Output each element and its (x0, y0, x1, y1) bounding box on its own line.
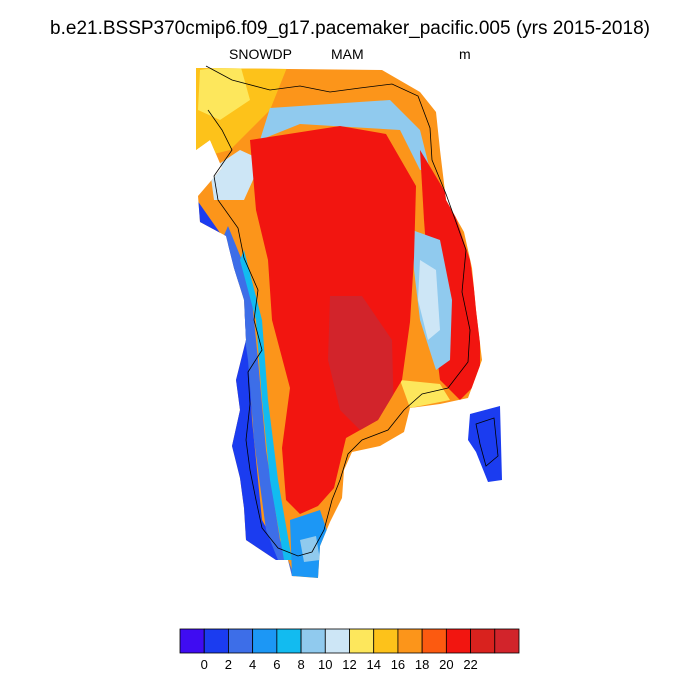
colorbar-tick-label: 20 (439, 657, 453, 672)
colorbar-tick-label: 4 (249, 657, 256, 672)
colorbar-box (203, 628, 229, 654)
colorbar-box (228, 628, 254, 654)
plot-title: b.e21.BSSP370cmip6.f09_g17.pacemaker_pac… (50, 18, 650, 39)
colorbar-tick-label: 16 (391, 657, 405, 672)
colorbar-box (252, 628, 278, 654)
colorbar-tick-label: 18 (415, 657, 429, 672)
coastline (205, 65, 471, 557)
colorbar-box (179, 628, 205, 654)
colorbar-tick-label: 2 (225, 657, 232, 672)
colorbar-tick-label: 12 (342, 657, 356, 672)
colorbar-box (349, 628, 375, 654)
colorbar-boxes (179, 628, 520, 654)
colorbar-tick-label: 10 (318, 657, 332, 672)
colorbar-box (373, 628, 399, 654)
colorbar-box (300, 628, 326, 654)
colorbar-box (324, 628, 350, 654)
colorbar-tick-label: 14 (366, 657, 380, 672)
colorbar-labels: 0 2 4 6 8 10 12 14 16 18 20 22 (201, 657, 478, 672)
colorbar-box (470, 628, 496, 654)
season-label: MAM (331, 46, 364, 62)
units-label: m (459, 46, 471, 62)
colorbar-tick-label: 22 (463, 657, 477, 672)
colorbar-tick-label: 8 (297, 657, 304, 672)
colorbar-box (421, 628, 447, 654)
island-outline (475, 417, 499, 467)
colorbar-box (397, 628, 423, 654)
snow-depth-field (196, 68, 502, 578)
colorbar-box (494, 628, 520, 654)
colorbar-box (276, 628, 302, 654)
colorbar-tick-label: 0 (201, 657, 208, 672)
variable-label: SNOWDP (229, 46, 292, 62)
colorbar-tick-label: 6 (273, 657, 280, 672)
colorbar-box (445, 628, 471, 654)
colorbar: 0 2 4 6 8 10 12 14 16 18 20 22 (179, 628, 520, 672)
